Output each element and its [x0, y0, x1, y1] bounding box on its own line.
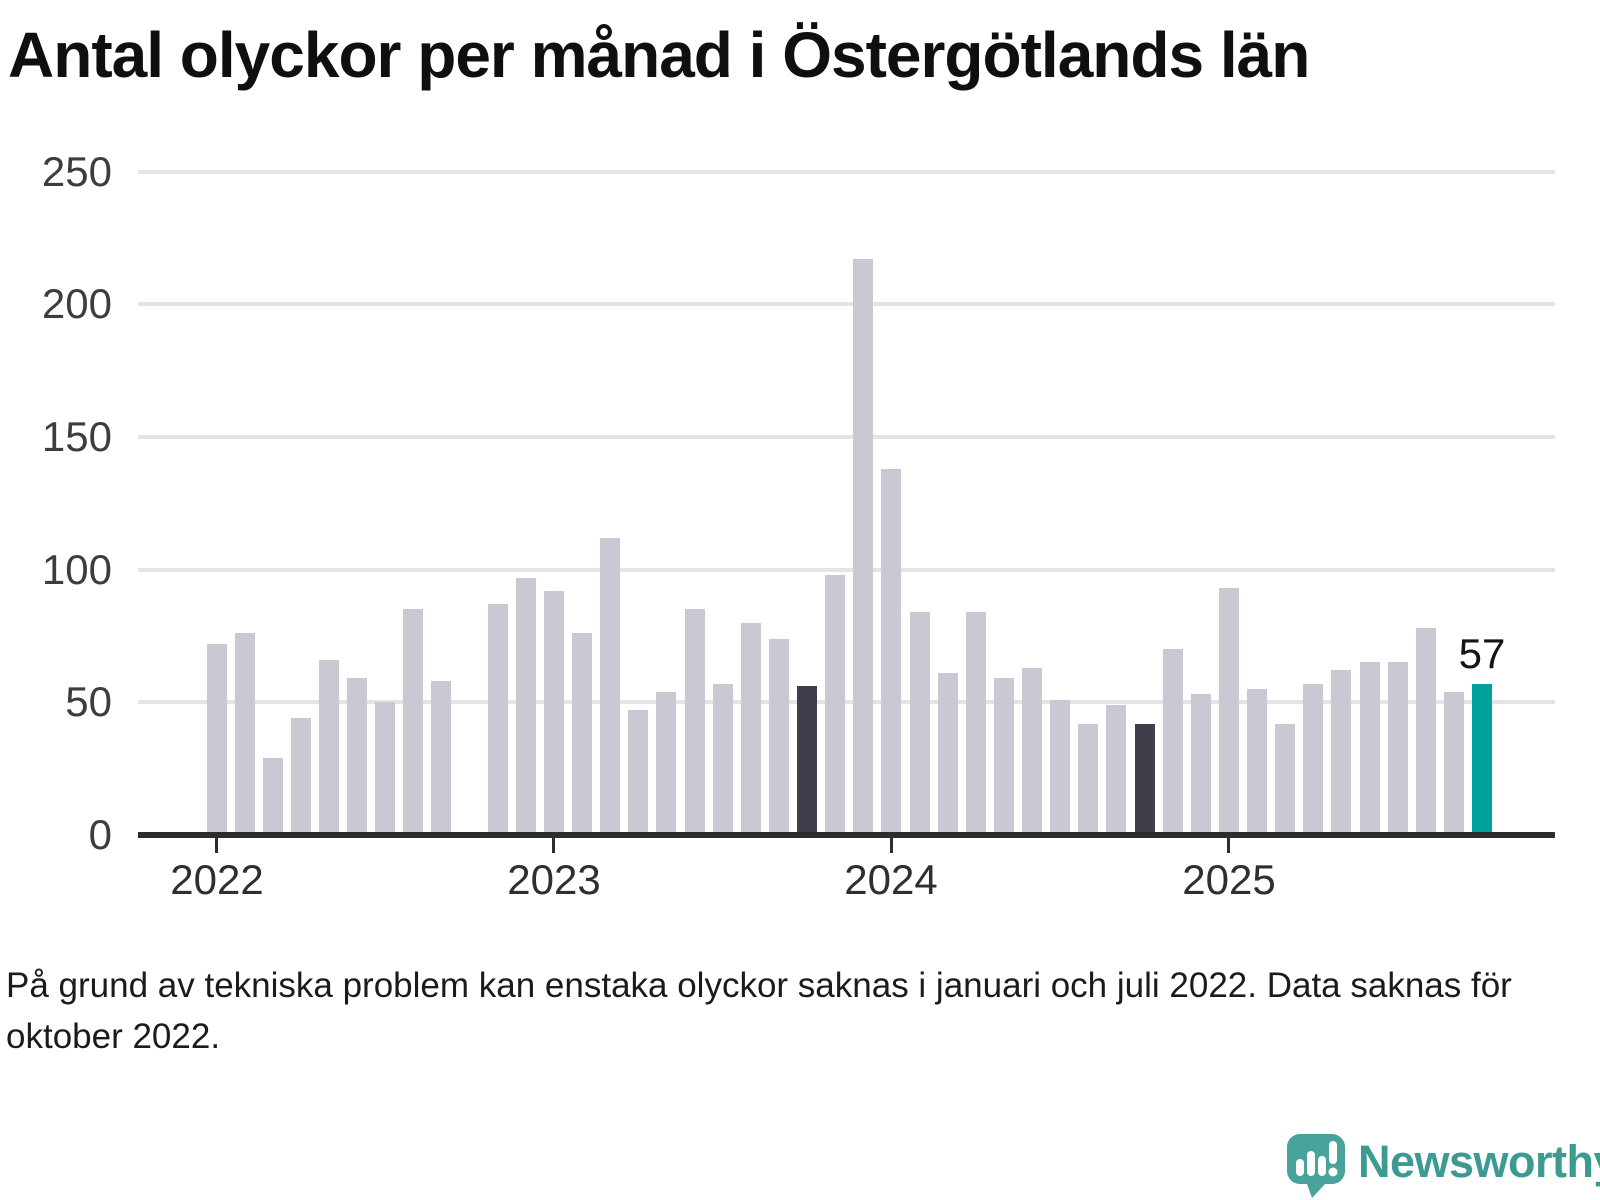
bar-2024-05 [994, 678, 1014, 835]
bar-2025-10 [1472, 684, 1492, 835]
bar-2024-11 [1163, 649, 1183, 835]
x-axis-tick-2025 [1227, 838, 1230, 853]
bar-2022-09 [431, 681, 451, 835]
bar-2023-12 [853, 259, 873, 835]
gridline-y-150 [138, 434, 1555, 439]
chart-title: Antal olyckor per månad i Östergötlands … [8, 19, 1310, 91]
newsworthy-logo: Newsworthy [1287, 1134, 1600, 1198]
x-axis-tick-label-2022: 2022 [170, 856, 264, 903]
bar-2024-06 [1022, 668, 1042, 835]
gridline-y-250 [138, 169, 1555, 174]
x-axis-tick-2023 [552, 838, 555, 853]
bar-2023-07 [713, 684, 733, 835]
bar-2024-04 [966, 612, 986, 835]
bar-2025-08 [1416, 628, 1436, 835]
speech-bubble-bar-chart-icon [1287, 1134, 1345, 1198]
bar-2023-05 [656, 692, 676, 835]
bar-2024-09 [1106, 705, 1126, 835]
bar-2023-06 [685, 609, 705, 835]
x-axis-tick-2022 [215, 838, 218, 853]
bar-2023-10 [797, 686, 817, 835]
bar-2022-11 [488, 604, 508, 835]
bar-2022-02 [235, 633, 255, 835]
bar-2024-12 [1191, 694, 1211, 835]
x-axis-tick-label-2025: 2025 [1182, 856, 1276, 903]
x-axis-tick-label-2024: 2024 [844, 856, 938, 903]
newsworthy-wordmark: Newsworthy [1358, 1136, 1600, 1187]
gridline-y-50 [138, 700, 1555, 705]
bar-2024-08 [1078, 724, 1098, 835]
gridline-y-100 [138, 567, 1555, 572]
bar-2025-07 [1388, 662, 1408, 835]
bar-2024-03 [938, 673, 958, 835]
y-axis-tick-label-200: 200 [41, 280, 112, 328]
y-axis-tick-label-150: 150 [41, 412, 112, 460]
bar-2025-01 [1219, 588, 1239, 835]
bar-2025-05 [1331, 670, 1351, 835]
gridline-y-200 [138, 302, 1555, 307]
x-axis-tick-2024 [890, 838, 893, 853]
bar-2022-06 [347, 678, 367, 835]
bar-2022-07 [375, 702, 395, 835]
bar-2025-09 [1444, 692, 1464, 835]
bar-2022-12 [516, 578, 536, 835]
bar-2023-03 [600, 538, 620, 835]
y-axis-tick-label-50: 50 [65, 678, 112, 726]
bar-2022-03 [263, 758, 283, 835]
bar-2023-01 [544, 591, 564, 835]
bar-2023-02 [572, 633, 592, 835]
bar-2023-09 [769, 639, 789, 835]
x-axis-line [138, 832, 1555, 838]
bar-2023-08 [741, 623, 761, 835]
bar-2024-02 [910, 612, 930, 835]
bar-2025-04 [1303, 684, 1323, 835]
bar-2023-11 [825, 575, 845, 835]
x-axis-tick-label-2023: 2023 [507, 856, 601, 903]
y-axis-tick-label-100: 100 [41, 545, 112, 593]
bar-2023-04 [628, 710, 648, 835]
bar-2025-02 [1247, 689, 1267, 835]
y-axis-tick-label-250: 250 [41, 147, 112, 195]
bar-2024-07 [1050, 700, 1070, 835]
bar-2025-03 [1275, 724, 1295, 835]
bar-2022-01 [207, 644, 227, 835]
bar-2022-04 [291, 718, 311, 835]
chart-footnote: På grund av tekniska problem kan enstaka… [6, 966, 1512, 1057]
bar-2024-10 [1135, 724, 1155, 835]
y-axis-tick-label-0: 0 [88, 811, 112, 858]
bar-2022-05 [319, 660, 339, 835]
bar-2025-06 [1360, 662, 1380, 835]
bar-2024-01 [881, 469, 901, 835]
bar-2022-08 [403, 609, 423, 835]
bar-value-label-2025-10: 57 [1458, 630, 1506, 677]
